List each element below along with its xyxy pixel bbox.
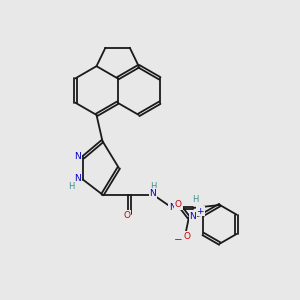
Text: O: O: [175, 200, 182, 209]
Text: N: N: [169, 203, 176, 212]
Text: O: O: [123, 211, 130, 220]
Text: N: N: [74, 152, 81, 161]
Text: H: H: [68, 182, 74, 191]
Text: O: O: [183, 232, 190, 241]
Text: N: N: [189, 212, 196, 221]
Text: N: N: [150, 189, 156, 198]
Text: H: H: [150, 182, 156, 191]
Text: N: N: [74, 174, 81, 183]
Text: +: +: [196, 207, 204, 216]
Text: H: H: [192, 195, 199, 204]
Text: −: −: [174, 235, 183, 245]
